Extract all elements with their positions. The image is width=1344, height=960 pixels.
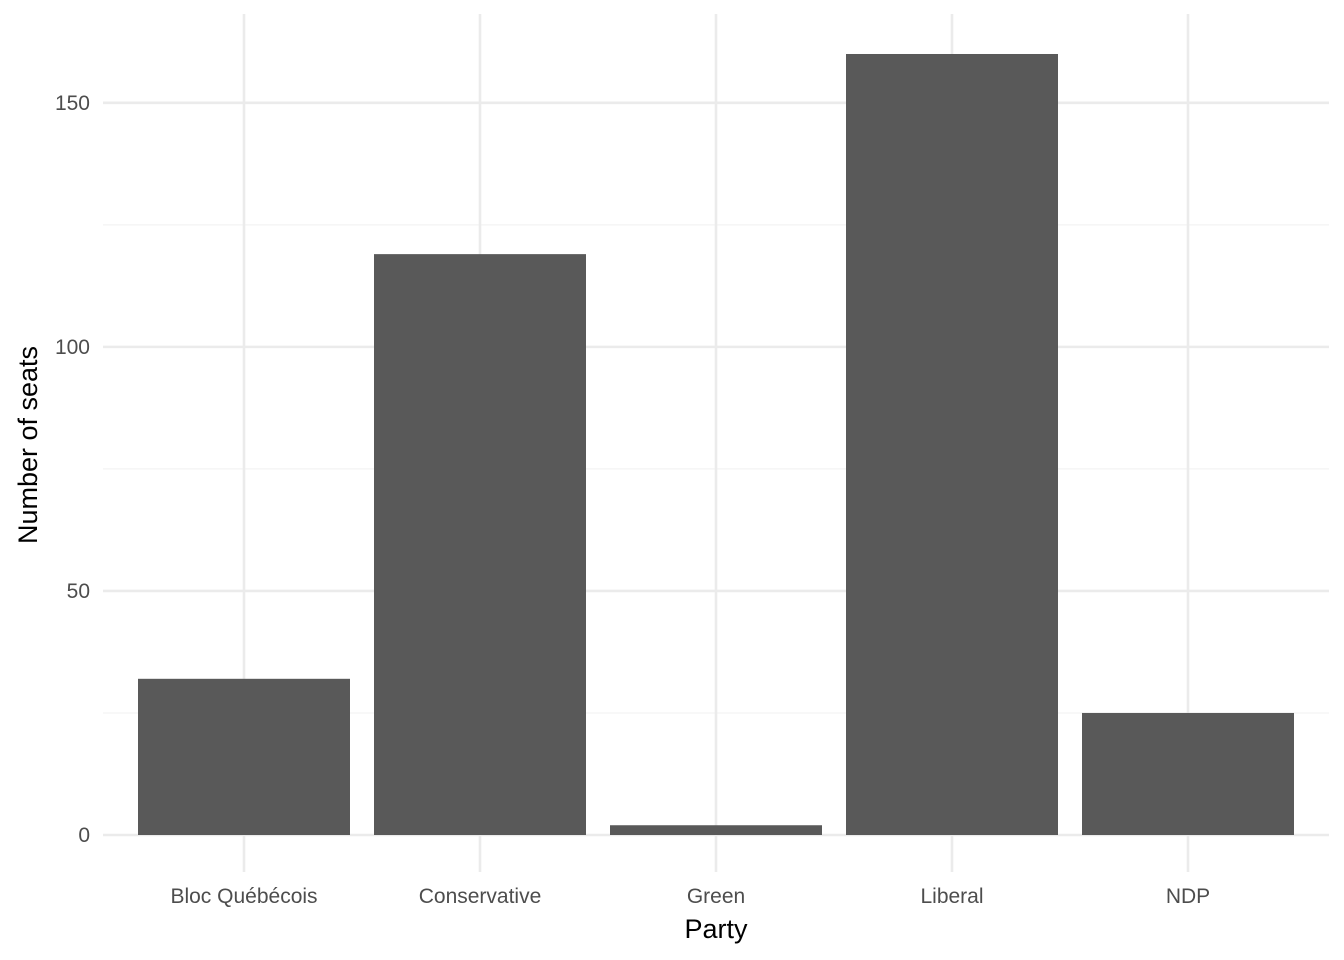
x-tick-label: Green <box>687 885 745 908</box>
x-tick-label: Liberal <box>920 885 983 908</box>
y-tick-label: 100 <box>55 336 90 359</box>
x-axis-title: Party <box>684 914 748 944</box>
bar-conservative <box>374 254 586 835</box>
y-axis-tick-labels: 0 50 100 150 <box>55 92 90 847</box>
y-tick-label: 0 <box>78 824 90 847</box>
x-tick-label: Conservative <box>419 885 542 908</box>
bar-liberal <box>846 53 1058 835</box>
bar-bloc-qu-b-cois <box>138 678 350 835</box>
bar-ndp <box>1082 712 1294 835</box>
bar-green <box>610 825 822 835</box>
y-axis-title: Number of seats <box>13 346 43 544</box>
bars <box>138 53 1294 835</box>
y-tick-label: 150 <box>55 92 90 115</box>
x-tick-label: NDP <box>1166 885 1210 908</box>
y-tick-label: 50 <box>67 580 90 603</box>
x-tick-label: Bloc Québécois <box>170 885 317 908</box>
x-axis-tick-labels: Bloc Québécois Conservative Green Liberal ND… <box>170 885 1210 908</box>
